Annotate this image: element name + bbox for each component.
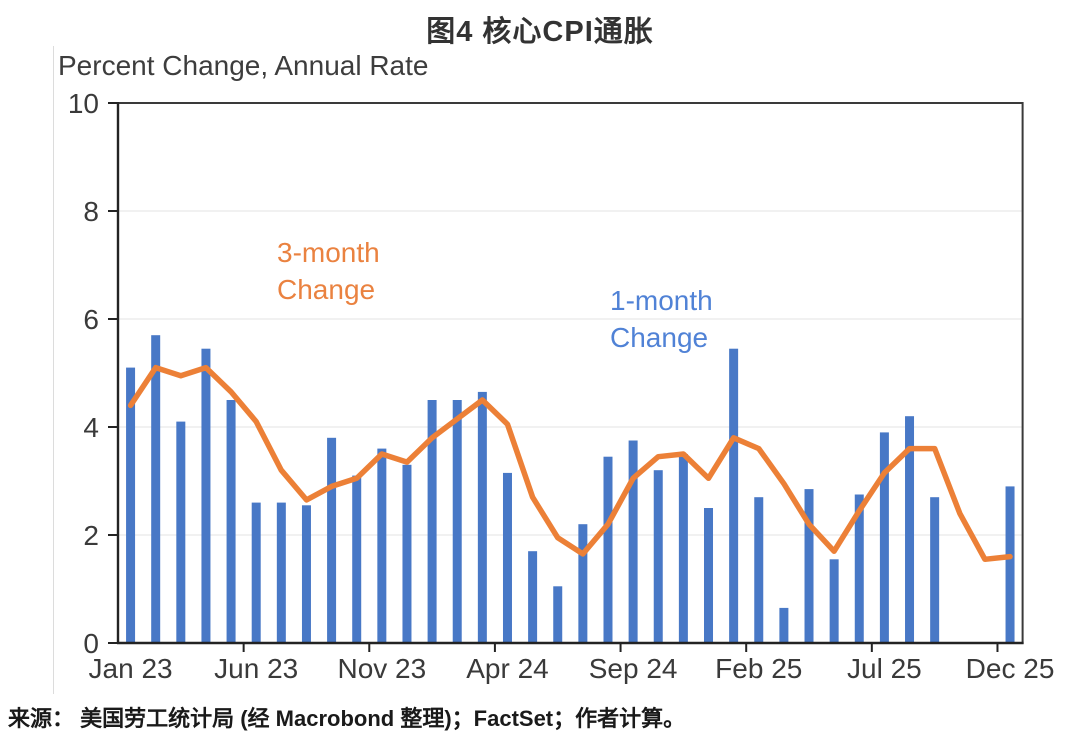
source-note: 来源： 美国劳工统计局 (经 Macrobond 整理)；FactSet；作者计… <box>8 706 686 731</box>
bar-May-23 <box>226 400 236 643</box>
bar-Jun-25 <box>854 494 864 643</box>
bar-Nov-24 <box>678 454 688 643</box>
bar-Sep-24 <box>628 440 638 643</box>
bar-May-25 <box>829 559 839 643</box>
x-tick-label-Jan-23: Jan 23 <box>89 653 173 684</box>
bar-Jan-23 <box>126 367 136 643</box>
bar-Jul-25 <box>879 432 889 643</box>
bar-Apr-24 <box>502 472 512 643</box>
y-tick-label-8: 8 <box>83 196 99 227</box>
three-month-series-label: 3-month Change <box>277 237 380 305</box>
bar-Feb-23 <box>151 335 161 643</box>
x-tick-label-Sep-24: Sep 24 <box>589 653 678 684</box>
bar-May-24 <box>528 551 538 643</box>
chart-title: 图4 核心CPI通胀 <box>426 16 654 48</box>
x-tick-label-Dec-25: Dec 25 <box>966 653 1055 684</box>
bar-Jan-24 <box>427 400 437 643</box>
bar-Sep-25 <box>930 497 940 643</box>
bar-Dec-23 <box>402 464 412 643</box>
bar-Jul-24 <box>578 524 588 643</box>
bar-Jun-23 <box>251 502 261 643</box>
bar-Nov-23 <box>377 448 387 643</box>
bar-Dec-24 <box>704 508 714 643</box>
bar-Mar-25 <box>779 607 789 643</box>
y-tick-label-6: 6 <box>83 304 99 335</box>
bar-Oct-23 <box>352 475 362 643</box>
bar-Feb-25 <box>754 497 764 643</box>
bar-Oct-24 <box>653 470 663 643</box>
bar-Feb-24 <box>452 400 462 643</box>
bar-Apr-25 <box>804 489 814 643</box>
x-tick-label-Apr-24: Apr 24 <box>466 653 549 684</box>
page-edge-line <box>53 46 54 694</box>
one-month-series-label: 1-month Change <box>610 285 713 353</box>
bar-Sep-23 <box>327 437 337 643</box>
x-tick-label-Jun-23: Jun 23 <box>214 653 298 684</box>
bar-Jun-24 <box>553 586 563 643</box>
bar-Aug-25 <box>905 416 915 643</box>
bar-Apr-23 <box>201 348 211 643</box>
bar-Mar-23 <box>176 421 186 643</box>
bar-Aug-23 <box>301 505 311 643</box>
y-tick-label-4: 4 <box>83 412 99 443</box>
y-tick-label-10: 10 <box>68 88 99 119</box>
y-tick-label-2: 2 <box>83 520 99 551</box>
three-month-change-line <box>127 364 1013 563</box>
bar-Jan-25 <box>729 348 739 643</box>
axis-units-label: Percent Change, Annual Rate <box>58 50 429 81</box>
x-tick-label-Nov-23: Nov 23 <box>337 653 426 684</box>
bar-Dec-25 <box>1005 486 1015 643</box>
x-tick-label-Feb-25: Feb 25 <box>715 653 802 684</box>
bar-Aug-24 <box>603 456 613 643</box>
y-tick-label-0: 0 <box>83 628 99 659</box>
bar-Jul-23 <box>276 502 286 643</box>
x-tick-label-Jul-25: Jul 25 <box>847 653 922 684</box>
bar-Mar-24 <box>477 391 487 643</box>
